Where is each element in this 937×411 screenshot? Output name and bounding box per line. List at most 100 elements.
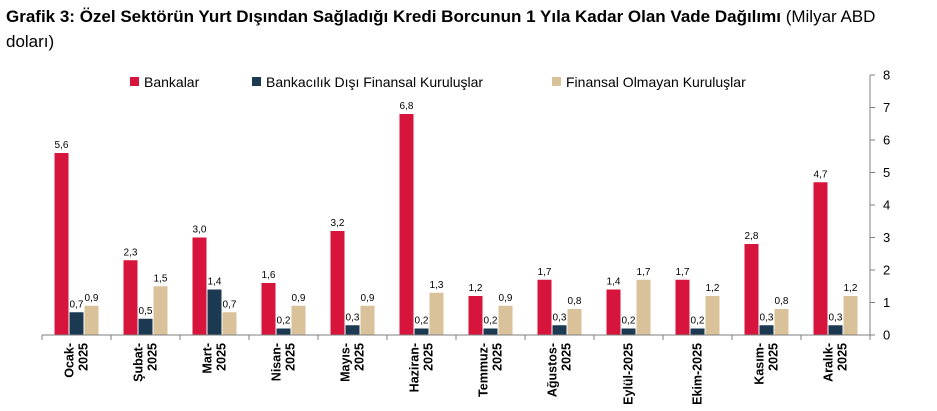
legend-swatch-3 (552, 77, 561, 86)
x-tick-label-7-line-2: 2025 (491, 343, 505, 371)
x-tick-label-7-line-1: Temmuz- (477, 343, 491, 397)
data-label-3-2: 1,5 (154, 273, 168, 284)
x-tick-label-6-line-2: 2025 (422, 343, 436, 371)
data-label-1-1: 5,6 (55, 140, 69, 151)
bar-2-10 (690, 328, 705, 335)
legend-swatch-2 (252, 77, 261, 86)
data-label-1-11: 2,8 (745, 231, 759, 242)
bar-1-12 (813, 182, 828, 335)
x-tick-label-2: Şubat- 2025 (132, 343, 160, 382)
x-tick-label-10-line-1: Ekim-2025 (691, 343, 705, 405)
bar-2-12 (828, 325, 843, 335)
data-label-3-10: 1,2 (706, 283, 720, 294)
x-tick-label-12-line-1: Aralık- (822, 343, 836, 382)
chart-title: Grafik 3: Özel Sektörün Yurt Dışından Sa… (6, 4, 906, 54)
bar-1-8 (537, 279, 552, 335)
bar-1-7 (468, 296, 483, 335)
bar-2-9 (621, 328, 636, 335)
x-tick-label-11-line-1: Kasım- (753, 343, 767, 385)
data-label-3-9: 1,7 (637, 267, 651, 278)
bar-2-7 (483, 328, 498, 335)
data-label-1-10: 1,7 (676, 267, 690, 278)
bar-2-8 (552, 325, 567, 335)
data-label-1-6: 6,8 (400, 101, 414, 112)
y-tick-label-0: 0 (883, 328, 890, 343)
bar-2-1 (69, 312, 84, 335)
chart-unit-text: (Milyar ABD doları) (6, 7, 876, 51)
y-tick-label-7: 7 (883, 100, 890, 115)
data-label-3-4: 0,9 (292, 293, 306, 304)
bar-2-11 (759, 325, 774, 335)
bar-1-6 (399, 114, 414, 335)
bar-3-5 (360, 305, 375, 335)
x-tick-label-12: Aralık- 2025 (822, 343, 850, 382)
bar-2-2 (138, 318, 153, 335)
bar-2-4 (276, 328, 291, 335)
x-tick-label-4-line-2: 2025 (284, 343, 298, 371)
legend-label-1: Bankalar (144, 74, 200, 90)
x-tick-label-5: Mayıs- 2025 (339, 343, 367, 382)
x-tick-label-12-line-2: 2025 (836, 343, 850, 371)
x-tick-label-3-line-2: 2025 (215, 343, 229, 371)
x-tick-label-5-line-1: Mayıs- (339, 343, 353, 382)
bar-2-3 (207, 289, 222, 335)
y-tick-label-3: 3 (883, 230, 890, 245)
data-label-2-12: 0,3 (829, 312, 843, 323)
data-label-2-6: 0,2 (415, 316, 429, 327)
bar-3-9 (636, 279, 651, 335)
y-tick-label-1: 1 (883, 295, 890, 310)
x-tick-label-3-line-1: Mart- (201, 343, 215, 374)
x-tick-label-3: Mart- 2025 (201, 343, 229, 374)
bar-3-11 (774, 309, 789, 335)
y-tick-label-6: 6 (883, 133, 890, 148)
bar-1-3 (192, 237, 207, 335)
bar-1-5 (330, 231, 345, 335)
data-label-3-11: 0,8 (775, 296, 789, 307)
bar-1-10 (675, 279, 690, 335)
bar-1-2 (123, 260, 138, 335)
bar-3-4 (291, 305, 306, 335)
y-tick-label-8: 8 (883, 68, 890, 83)
data-label-2-8: 0,3 (553, 312, 567, 323)
data-label-1-7: 1,2 (469, 283, 483, 294)
x-tick-label-2-line-2: 2025 (146, 343, 160, 371)
y-tick-label-2: 2 (883, 263, 890, 278)
x-tick-label-5-line-2: 2025 (353, 343, 367, 371)
x-tick-label-6: Haziran- 2025 (408, 343, 436, 392)
data-label-2-2: 0,5 (139, 306, 153, 317)
bar-2-5 (345, 325, 360, 335)
bar-3-3 (222, 312, 237, 335)
x-tick-label-7: Temmuz- 2025 (477, 343, 505, 397)
bar-3-12 (843, 296, 858, 335)
data-label-3-8: 0,8 (568, 296, 582, 307)
bar-1-1 (54, 153, 69, 335)
x-tick-label-11-line-2: 2025 (767, 343, 781, 371)
bar-1-9 (606, 289, 621, 335)
data-label-1-5: 3,2 (331, 218, 345, 229)
y-tick-label-4: 4 (883, 198, 890, 213)
x-tick-label-10: Ekim-2025 (691, 343, 705, 405)
x-tick-label-1-line-2: 2025 (77, 343, 91, 371)
data-label-2-9: 0,2 (622, 316, 636, 327)
data-label-3-3: 0,7 (223, 299, 237, 310)
bar-3-7 (498, 305, 513, 335)
data-label-2-5: 0,3 (346, 312, 360, 323)
x-tick-label-2-line-1: Şubat- (132, 343, 146, 382)
data-label-3-5: 0,9 (361, 293, 375, 304)
y-tick-label-5: 5 (883, 165, 890, 180)
data-label-2-7: 0,2 (484, 316, 498, 327)
chart-title-text: Grafik 3: Özel Sektörün Yurt Dışından Sa… (6, 7, 781, 26)
data-label-1-12: 4,7 (814, 169, 828, 180)
bar-1-11 (744, 244, 759, 335)
x-tick-label-4: Nisan- 2025 (270, 343, 298, 381)
legend-swatch-1 (130, 77, 139, 86)
bar-2-6 (414, 328, 429, 335)
data-label-2-4: 0,2 (277, 316, 291, 327)
bar-3-8 (567, 309, 582, 335)
x-tick-label-11: Kasım- 2025 (753, 343, 781, 385)
data-label-2-3: 1,4 (208, 277, 222, 288)
data-label-2-10: 0,2 (691, 316, 705, 327)
x-tick-label-6-line-1: Haziran- (408, 343, 422, 392)
data-label-1-3: 3,0 (193, 225, 207, 236)
